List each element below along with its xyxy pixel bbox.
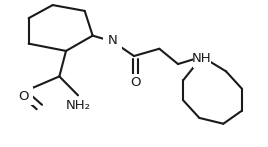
Text: O: O [130, 76, 141, 90]
Bar [103, 32, 122, 50]
Bar [14, 87, 33, 105]
Bar [64, 97, 92, 114]
Text: O: O [19, 90, 29, 103]
Text: NH: NH [192, 52, 212, 65]
Text: N: N [108, 34, 118, 47]
Bar [193, 50, 211, 68]
Bar [126, 74, 145, 92]
Text: NH₂: NH₂ [65, 99, 91, 112]
